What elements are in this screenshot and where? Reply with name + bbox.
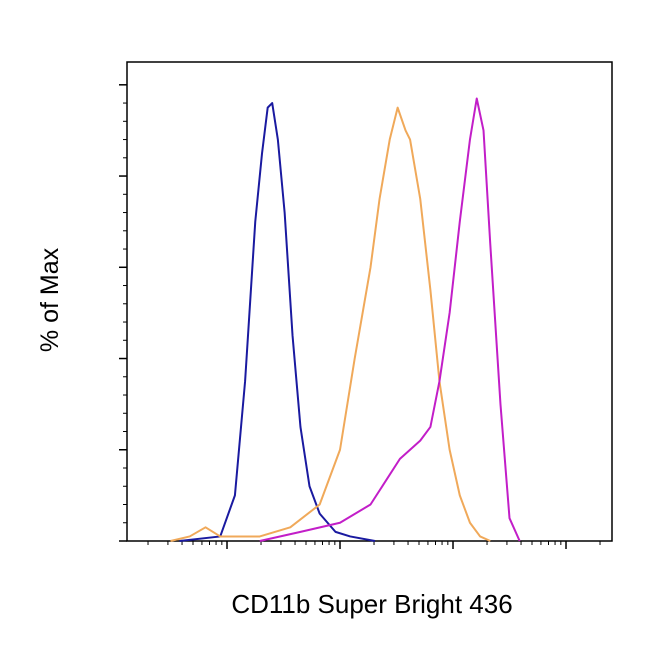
x-axis-label: CD11b Super Bright 436 [231, 589, 512, 619]
plot-frame [126, 61, 613, 542]
histogram-curve [170, 106, 491, 542]
histogram-curve [259, 97, 521, 542]
histogram-curve [179, 102, 376, 542]
y-axis-label: % of Max [36, 247, 64, 352]
